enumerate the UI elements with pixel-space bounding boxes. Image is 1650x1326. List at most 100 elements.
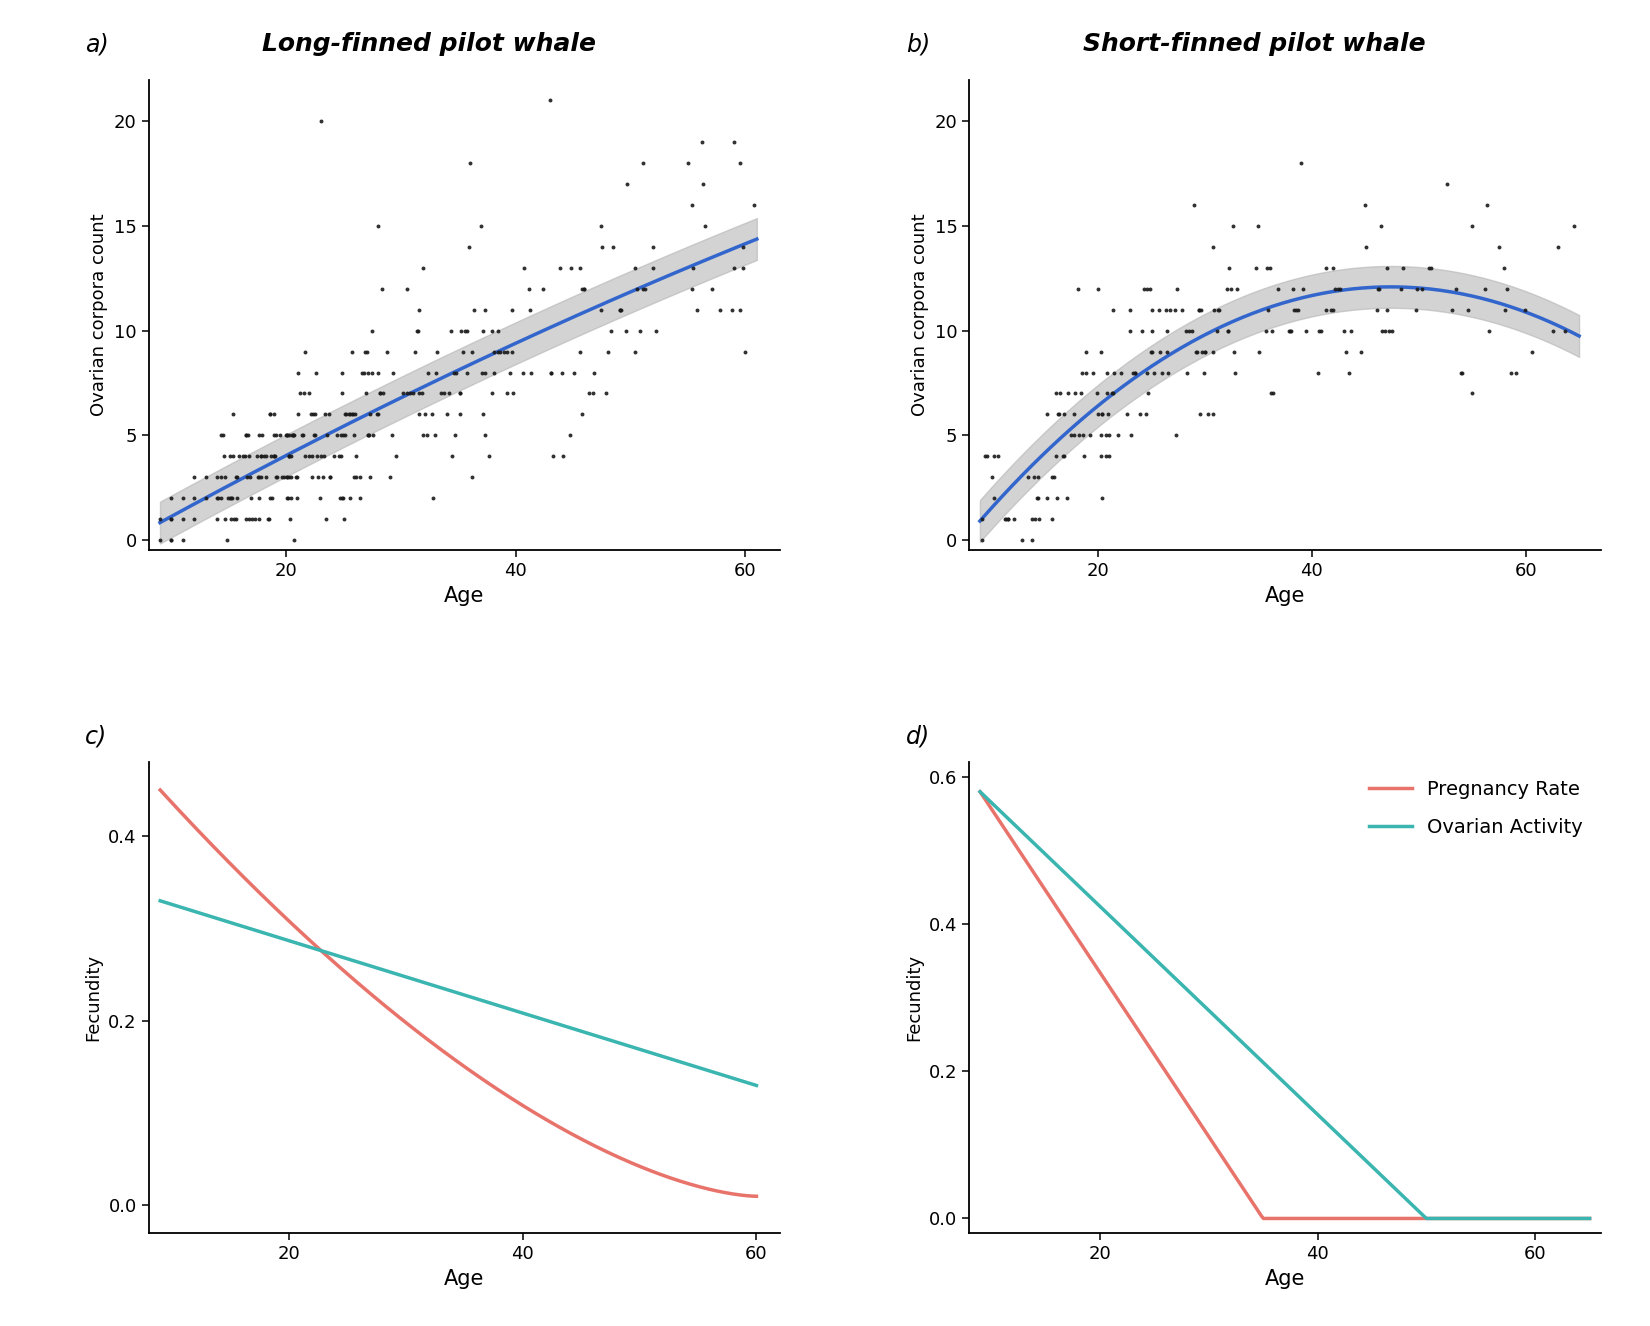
Point [478,320,505,341]
Point [1305,362,1332,383]
Point [733,341,759,362]
Point [1376,320,1402,341]
Point [233,508,259,529]
Point [338,404,365,426]
Point [1051,446,1077,467]
Point [1175,320,1201,341]
Point [375,341,401,362]
Point [401,383,427,404]
Point [1043,383,1069,404]
Point [328,362,355,383]
Point [327,446,353,467]
Point [389,383,416,404]
Point [360,362,386,383]
Point [587,300,614,321]
Point [1081,362,1107,383]
Point [622,341,648,362]
Point [346,467,373,488]
Point [271,467,297,488]
Point [1044,488,1071,509]
Point [330,488,356,509]
Point [1000,508,1026,529]
Point [231,446,257,467]
Point [447,383,474,404]
Point [1280,278,1307,300]
Point [1327,278,1353,300]
Point [599,320,625,341]
Point [1434,174,1460,195]
Point [530,278,556,300]
Point [1261,383,1287,404]
Point [678,195,705,216]
Point [434,404,460,426]
Point [447,383,474,404]
Point [1318,300,1345,321]
Point [558,424,584,446]
Point [1498,362,1525,383]
Point [447,404,474,426]
Point [393,383,419,404]
Point [205,488,231,509]
Point [431,383,457,404]
Point [1348,341,1374,362]
Y-axis label: Ovarian corpora count: Ovarian corpora count [91,213,109,416]
Point [1040,508,1066,529]
Point [1282,300,1308,321]
Point [596,341,622,362]
Point [223,508,249,529]
Point [257,446,284,467]
Point [337,488,363,509]
Point [422,424,449,446]
Point [493,383,520,404]
Point [1173,320,1200,341]
Point [351,341,378,362]
Point [337,404,363,426]
Point [231,446,257,467]
Point [1087,446,1114,467]
Point [276,467,302,488]
Point [1374,300,1401,321]
Point [333,404,360,426]
Point [632,278,658,300]
Point [592,383,619,404]
Point [419,404,446,426]
Text: d): d) [906,724,931,749]
Point [1447,362,1473,383]
Point [328,488,355,509]
Point [256,508,282,529]
Point [261,446,287,467]
Point [1072,362,1099,383]
Point [571,278,597,300]
Point [1454,300,1480,321]
Point [1308,320,1335,341]
Point [310,467,337,488]
Point [1280,300,1307,321]
Point [460,300,487,321]
Point [1492,300,1518,321]
Point [208,467,234,488]
Point [368,278,394,300]
Point [210,424,236,446]
Point [208,424,234,446]
Point [277,488,304,509]
Point [1094,383,1120,404]
Point [982,446,1008,467]
Point [1242,257,1269,278]
Point [688,131,714,152]
Text: a): a) [86,32,109,57]
Point [1181,195,1208,216]
Point [516,300,543,321]
Point [1138,341,1165,362]
Point [606,300,632,321]
Point [1058,424,1084,446]
Point [1561,215,1587,236]
Point [218,488,244,509]
Point [219,488,246,509]
Point [1099,300,1125,321]
Point [1035,404,1061,426]
Point [412,404,439,426]
Point [1135,383,1162,404]
Point [332,508,358,529]
Point [274,424,300,446]
Y-axis label: Fecundity: Fecundity [84,955,102,1041]
